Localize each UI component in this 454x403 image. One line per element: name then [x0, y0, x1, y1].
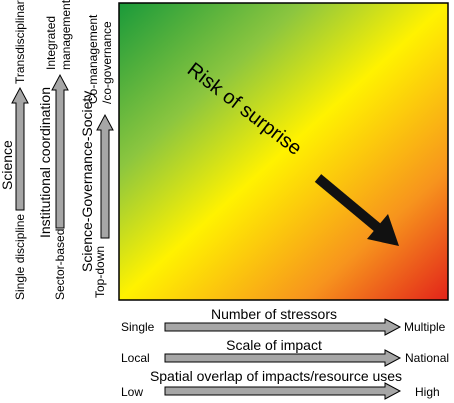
- impact-scale: Scale of impact Local National: [121, 337, 449, 367]
- stressors-scale-low: Single: [121, 320, 155, 334]
- institutional-scale-low: Sector-based: [53, 229, 67, 300]
- risk-gradient-panel: [118, 2, 449, 301]
- science-scale-title: Science: [0, 140, 15, 190]
- institutional-scale-arrow: [51, 73, 69, 229]
- impact-scale-arrow: [164, 349, 402, 367]
- institutional-scale-title: Institutional coordination: [37, 87, 53, 238]
- overlap-scale-arrow: [164, 382, 402, 400]
- institutional-scale-high-1: Integrated: [44, 16, 58, 70]
- governance-scale-high-2: /co-governance: [100, 21, 114, 104]
- institutional-scale: Institutional coordination Sector-based …: [37, 0, 73, 300]
- stressors-scale-high: Multiple: [404, 320, 446, 334]
- overlap-scale: Spatial overlap of impacts/resource uses…: [121, 368, 440, 400]
- risk-arrow: [314, 174, 399, 246]
- governance-scale-high-1: Co-management: [86, 14, 100, 104]
- governance-scale: Science-Governance-Society Top-down Co-m…: [79, 14, 114, 298]
- governance-scale-arrow: [96, 113, 114, 239]
- overlap-scale-low: Low: [121, 385, 143, 399]
- governance-scale-title: Science-Governance-Society: [79, 91, 95, 272]
- stressors-scale-title: Number of stressors: [211, 306, 337, 322]
- science-scale-high: Transdisciplinary: [13, 0, 27, 84]
- stressors-scale: Number of stressors Single Multiple: [121, 306, 446, 336]
- impact-scale-high: National: [405, 351, 449, 365]
- science-scale: Science Single discipline Transdisciplin…: [0, 0, 29, 300]
- overlap-scale-title: Spatial overlap of impacts/resource uses: [150, 368, 402, 384]
- impact-scale-low: Local: [121, 351, 150, 365]
- science-scale-arrow: [11, 86, 29, 211]
- science-scale-low: Single discipline: [13, 214, 27, 300]
- institutional-scale-high-2: management: [59, 0, 73, 70]
- governance-scale-low: Top-down: [93, 246, 107, 298]
- stressors-scale-arrow: [164, 318, 402, 336]
- impact-scale-title: Scale of impact: [226, 337, 322, 353]
- overlap-scale-high: High: [415, 385, 440, 399]
